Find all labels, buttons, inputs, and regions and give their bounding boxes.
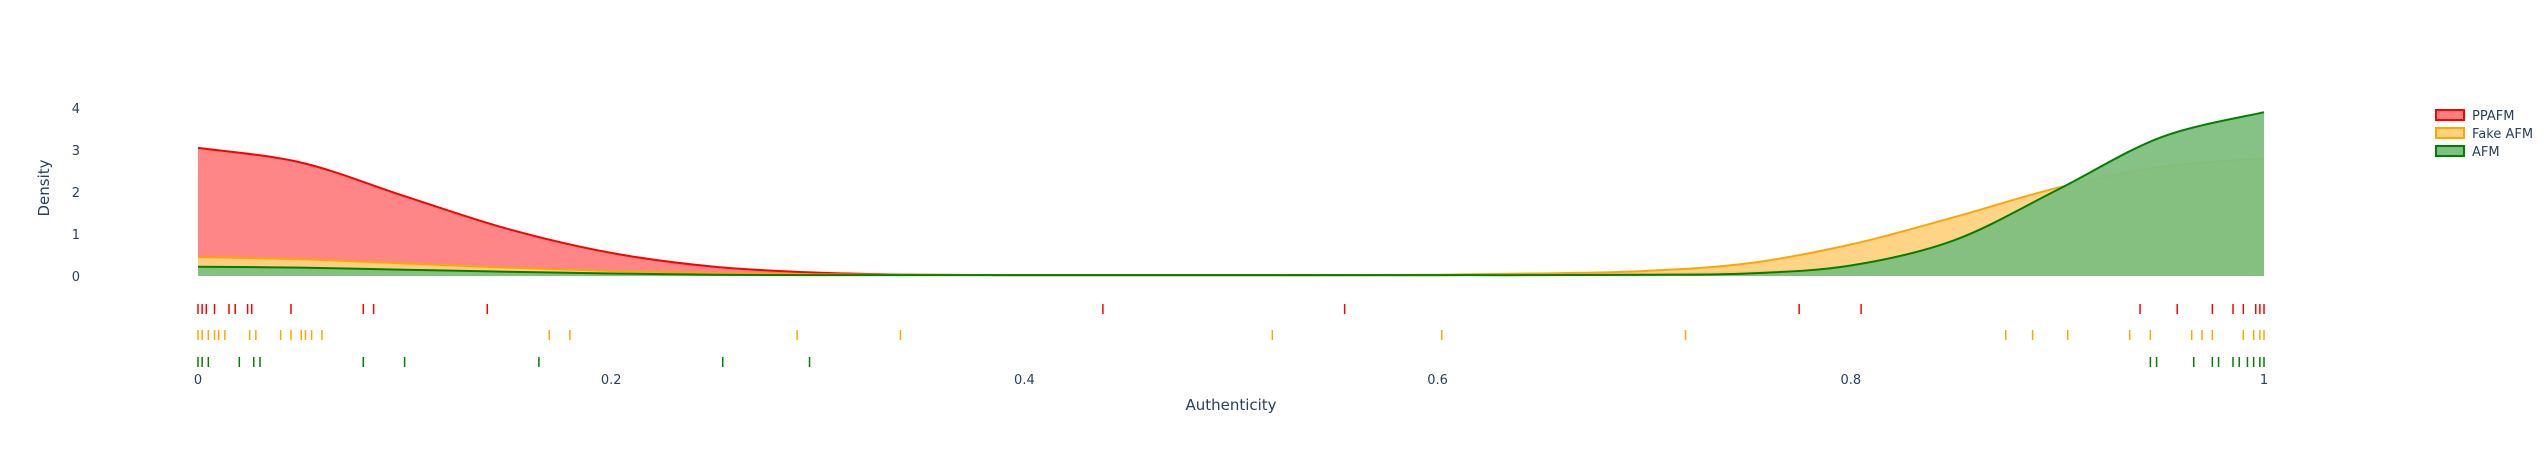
afm-density-line [197, 111, 2265, 277]
x-tick-label: 0.4 [1014, 373, 1035, 388]
afm-rug [197, 357, 2265, 367]
legend-swatch [2435, 109, 2465, 121]
legend-label: Fake AFM [2472, 127, 2533, 142]
x-tick-label: 1 [2260, 373, 2268, 388]
y-tick-label: 3 [72, 144, 80, 159]
y-tick-label: 2 [72, 186, 80, 201]
y-axis-title: Density [35, 159, 53, 216]
density-areas [197, 111, 2265, 277]
y-tick-label: 1 [72, 228, 80, 243]
afm-area [198, 112, 2264, 276]
legend-item-ppafm[interactable]: PPAFM [2435, 109, 2514, 124]
y-axis-ticks: 0 1 2 3 4 [72, 102, 80, 285]
x-tick-label: 0.2 [601, 373, 622, 388]
y-tick-label: 0 [72, 270, 80, 285]
legend[interactable]: PPAFM Fake AFM AFM [2435, 109, 2533, 160]
fake-afm-rug [197, 330, 2265, 340]
legend-swatch [2435, 127, 2465, 139]
legend-label: PPAFM [2472, 109, 2514, 124]
legend-item-afm[interactable]: AFM [2435, 145, 2500, 160]
legend-label: AFM [2472, 145, 2500, 160]
legend-swatch [2435, 145, 2465, 157]
x-tick-label: 0.8 [1840, 373, 1861, 388]
x-axis-ticks: 0 0.2 0.4 0.6 0.8 1 [194, 373, 2268, 388]
ppafm-rug [197, 304, 2265, 314]
x-tick-label: 0.6 [1427, 373, 1448, 388]
x-axis-title: Authenticity [1185, 396, 1276, 414]
rug-plots [197, 304, 2265, 367]
legend-item-fake-afm[interactable]: Fake AFM [2435, 127, 2533, 142]
y-tick-label: 4 [72, 102, 80, 117]
x-tick-label: 0 [194, 373, 202, 388]
